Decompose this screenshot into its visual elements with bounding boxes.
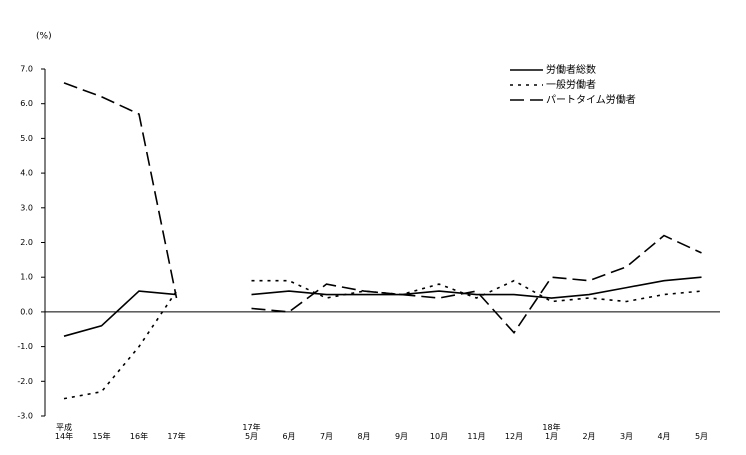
x-tick-label: 18年 1月 — [542, 423, 561, 441]
y-tick-label: 3.0 — [20, 203, 33, 212]
x-tick-label: 10月 — [429, 432, 449, 441]
x-tick-label: 5月 — [694, 432, 709, 441]
legend-label: 一般労働者 — [546, 78, 596, 91]
x-tick-label: 6月 — [282, 432, 296, 441]
y-tick-label: 5.0 — [20, 134, 33, 143]
x-tick-label: 12月 — [504, 432, 524, 441]
x-tick-label: 9月 — [394, 432, 409, 441]
y-axis-label: (%) — [36, 32, 52, 42]
y-tick-label: -1.0 — [17, 342, 33, 351]
series-line — [251, 234, 702, 335]
series-line — [63, 290, 177, 337]
y-tick-label: -3.0 — [17, 412, 33, 421]
y-tick-label: 4.0 — [20, 169, 33, 178]
series-line — [63, 290, 178, 400]
y-tick-label: 1.0 — [20, 273, 33, 282]
x-tick-label: 16年 — [129, 432, 149, 441]
x-tick-label: 平成 14年 — [54, 423, 74, 441]
x-tick-label: 17年 5月 — [242, 423, 261, 441]
x-tick-label: 7月 — [319, 432, 334, 441]
series-line — [251, 279, 702, 303]
x-tick-label: 4月 — [657, 432, 671, 441]
x-tick-label: 17年 — [167, 432, 186, 441]
x-tick-label: 3月 — [619, 432, 634, 441]
series-line — [251, 276, 702, 299]
x-tick-label: 2月 — [582, 432, 596, 441]
y-tick-label: -2.0 — [17, 377, 33, 386]
x-tick-label: 8月 — [357, 432, 371, 441]
y-tick-label: 6.0 — [20, 99, 33, 108]
x-tick-label: 15年 — [92, 432, 111, 441]
y-tick-label: 2.0 — [20, 238, 33, 247]
legend-label: パートタイム労働者 — [546, 93, 636, 106]
x-tick-label: 11月 — [467, 432, 486, 441]
series-line — [63, 82, 178, 299]
y-tick-label: 7.0 — [20, 65, 33, 74]
legend-label: 労働者総数 — [546, 63, 596, 76]
y-tick-label: 0.0 — [20, 307, 33, 316]
